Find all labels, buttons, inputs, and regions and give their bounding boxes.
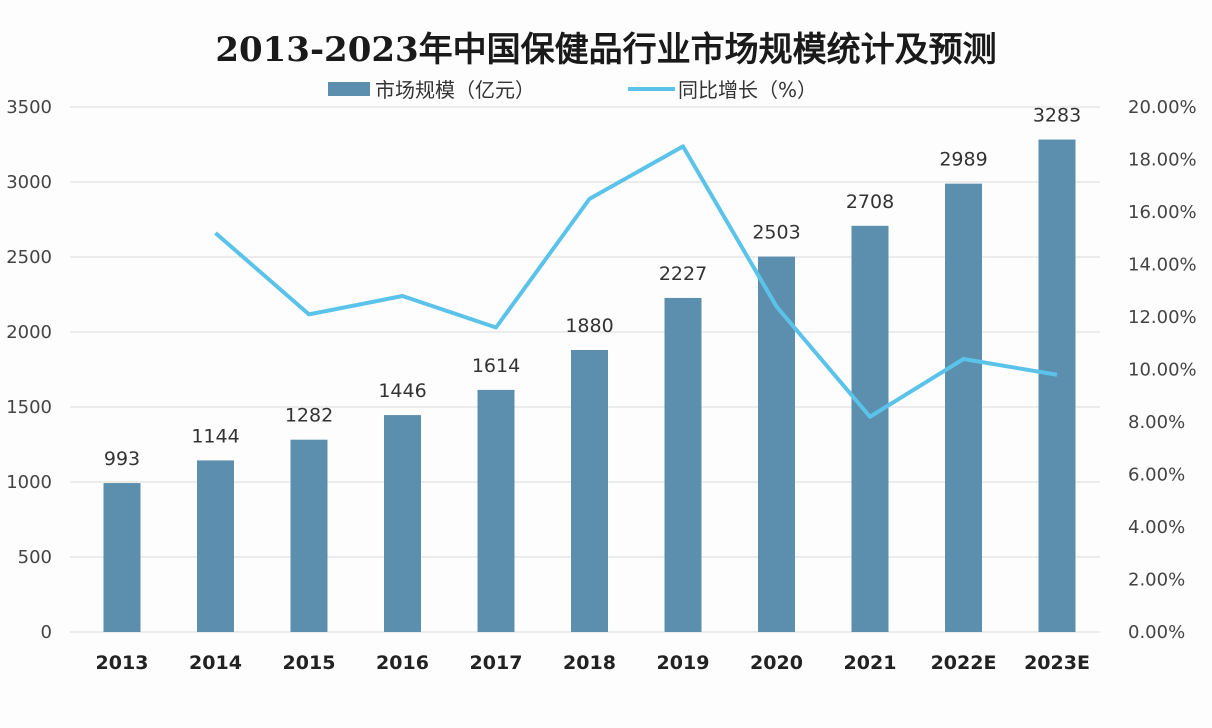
right-axis-tick: 16.00%: [1128, 202, 1197, 223]
bar-value-label: 2227: [659, 263, 707, 285]
x-axis-tick: 2019: [657, 652, 710, 674]
x-axis-tick: 2014: [189, 652, 242, 674]
x-axis-tick: 2023E: [1024, 652, 1090, 674]
bar-value-label: 1446: [378, 380, 426, 402]
bar-value-label: 2503: [752, 222, 800, 244]
right-axis-tick: 18.00%: [1128, 150, 1197, 171]
left-axis-tick: 3000: [6, 172, 52, 193]
right-axis-tick: 10.00%: [1128, 360, 1197, 381]
right-axis-tick: 8.00%: [1128, 412, 1185, 433]
left-axis-tick: 1500: [6, 397, 52, 418]
x-axis-tick: 2015: [283, 652, 336, 674]
x-axis-tick: 2021: [844, 652, 897, 674]
x-axis-tick: 2013: [96, 652, 149, 674]
right-axis-tick: 12.00%: [1128, 307, 1197, 328]
bar-value-label: 3283: [1033, 105, 1081, 127]
bar-value-label: 2708: [846, 191, 894, 213]
bar: [1038, 139, 1076, 633]
chart-title: 2013-2023年中国保健品行业市场规模统计及预测: [215, 30, 997, 70]
bar: [945, 183, 982, 632]
legend-line-label: 同比增长（%）: [678, 78, 817, 102]
right-axis-tick: 20.00%: [1128, 97, 1197, 118]
x-axis-tick: 2016: [376, 652, 429, 674]
right-axis-tick: 0.00%: [1128, 622, 1185, 643]
right-axis-tick: 14.00%: [1128, 255, 1197, 276]
x-axis-tick: 2020: [750, 652, 803, 674]
bar: [758, 256, 795, 632]
left-axis-tick: 2500: [6, 247, 52, 268]
x-axis-tick: 2022E: [931, 652, 997, 674]
bar-value-label: 1282: [285, 405, 333, 427]
bar-value-label: 1614: [472, 355, 520, 377]
x-axis-tick: 2018: [563, 652, 616, 674]
right-axis-tick: 4.00%: [1128, 517, 1185, 538]
bar: [384, 415, 421, 632]
bar-value-label: 993: [104, 448, 140, 470]
bar-value-label: 1880: [565, 315, 613, 337]
x-axis-tick: 2017: [470, 652, 523, 674]
right-axis-tick: 2.00%: [1128, 570, 1185, 591]
legend-bar-label: 市场规模（亿元）: [375, 78, 535, 102]
legend-bar-swatch: [328, 82, 370, 96]
left-axis-tick: 500: [18, 547, 52, 568]
bar: [290, 439, 328, 632]
bar: [477, 389, 515, 632]
left-axis-tick: 2000: [6, 322, 52, 343]
bar: [103, 483, 141, 632]
bar: [664, 297, 702, 632]
growth-line: [214, 144, 1058, 419]
bar: [571, 350, 608, 632]
bar: [851, 225, 889, 633]
bar: [197, 460, 234, 632]
left-axis-tick: 1000: [6, 472, 52, 493]
right-axis-tick: 6.00%: [1128, 465, 1185, 486]
left-axis-tick: 3500: [6, 97, 52, 118]
bar-value-label: 2989: [939, 149, 987, 171]
left-axis-tick: 0: [41, 622, 52, 643]
bar-value-label: 1144: [191, 425, 239, 447]
